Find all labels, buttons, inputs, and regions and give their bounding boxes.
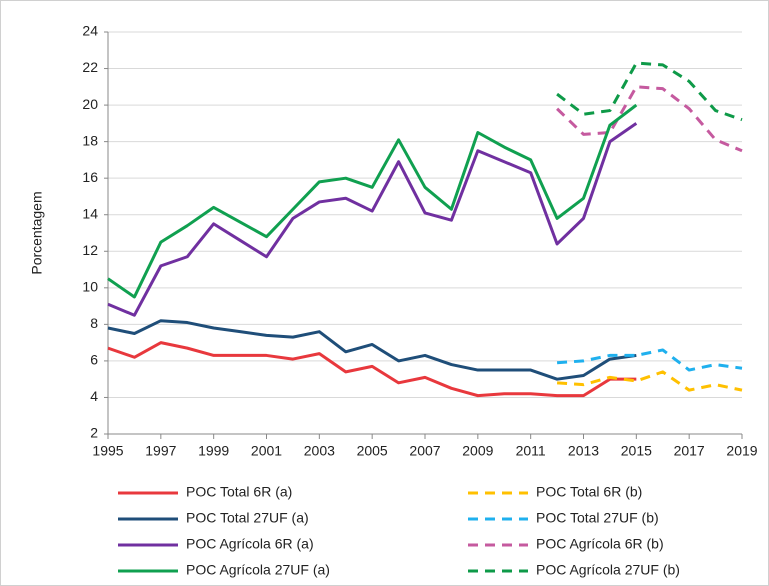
legend-label: POC Total 6R (b) [536, 484, 642, 500]
x-tick-label: 2001 [251, 443, 282, 459]
legend-label: POC Agrícola 6R (a) [186, 536, 314, 552]
x-tick-label: 2013 [568, 443, 599, 459]
series-line [556, 61, 743, 122]
x-tick-label: 2007 [409, 443, 440, 459]
legend-label: POC Total 6R (a) [186, 484, 292, 500]
x-tick-label: 2005 [357, 443, 388, 459]
y-tick-label: 4 [90, 388, 98, 404]
series-line [107, 122, 638, 317]
series-line [107, 341, 637, 398]
y-tick-label: 8 [90, 315, 98, 331]
x-tick-label: 2015 [621, 443, 652, 459]
x-tick-label: 1999 [198, 443, 229, 459]
x-tick-label: 2003 [304, 443, 335, 459]
y-tick-label: 24 [82, 23, 98, 39]
x-tick-label: 2009 [462, 443, 493, 459]
series-line [556, 370, 743, 392]
legend-label: POC Total 27UF (b) [536, 510, 659, 526]
y-tick-label: 14 [82, 205, 98, 221]
y-tick-label: 12 [82, 242, 98, 258]
y-tick-label: 16 [82, 169, 98, 185]
series-line [107, 103, 638, 299]
x-tick-label: 1995 [92, 443, 123, 459]
x-tick-label: 1997 [145, 443, 176, 459]
x-tick-label: 2019 [726, 443, 757, 459]
y-tick-label: 22 [82, 59, 98, 75]
y-tick-label: 10 [82, 279, 98, 295]
series-line [556, 348, 743, 372]
x-tick-label: 2011 [516, 443, 546, 459]
x-tick-label: 2017 [674, 443, 705, 459]
y-tick-label: 6 [90, 352, 98, 368]
legend-label: POC Agrícola 27UF (a) [186, 562, 330, 578]
legend-label: POC Total 27UF (a) [186, 510, 309, 526]
legend-label: POC Agrícola 27UF (b) [536, 562, 680, 578]
y-axis-label: Porcentagem [29, 191, 45, 274]
y-tick-label: 20 [82, 96, 98, 112]
y-tick-label: 18 [82, 132, 98, 148]
series-line [556, 85, 743, 153]
series-line [107, 319, 637, 381]
y-tick-label: 2 [90, 425, 98, 441]
legend-label: POC Agrícola 6R (b) [536, 536, 664, 552]
